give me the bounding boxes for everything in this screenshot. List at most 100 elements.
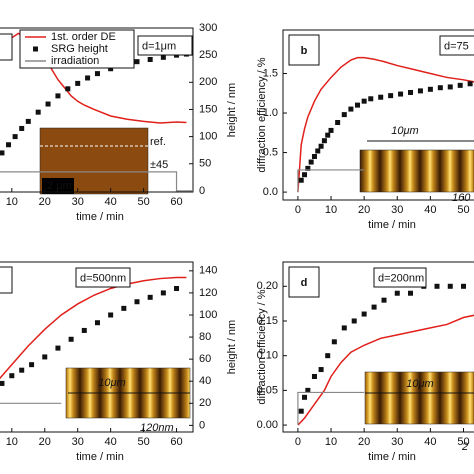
annotation: 10μm: [98, 377, 125, 389]
data-point: [331, 339, 337, 345]
y-tick-label: 0.10: [257, 350, 278, 362]
plot-frame: [0, 261, 194, 433]
data-point: [394, 290, 400, 296]
data-point: [298, 408, 304, 414]
data-point: [361, 98, 367, 104]
data-point: [461, 283, 467, 289]
data-point: [378, 94, 384, 100]
y-tick-label: 20: [199, 397, 211, 409]
panel: 10μm 160 0 10 20 30 40 50 time / min 0.0 0.5 1.0 1.5…: [256, 29, 474, 231]
legend-label: 1st. order DE: [51, 31, 116, 43]
y-tick-label: 100: [199, 131, 217, 143]
y-tick-label: 60: [199, 353, 211, 365]
panel: 2 μm ref. ±45 10 20 30 40 50 60 time / min 0 50 100 1…: [0, 22, 237, 223]
data-point: [147, 56, 153, 62]
data-point: [348, 106, 354, 112]
data-point: [318, 367, 324, 373]
data-point: [447, 283, 453, 289]
annotation: 120nm: [140, 422, 174, 434]
y-tick-label: 80: [199, 331, 211, 343]
x-tick-label: 50: [457, 436, 469, 448]
data-point: [388, 93, 394, 99]
data-point: [341, 325, 347, 331]
data-line: [297, 314, 474, 426]
x-axis-label: time / min: [368, 219, 416, 231]
x-axis-label: time / min: [76, 451, 124, 463]
data-point: [371, 304, 377, 310]
data-line: [297, 169, 365, 193]
data-line: [0, 171, 193, 192]
data-point: [325, 353, 331, 359]
data-point: [160, 290, 166, 296]
y-tick-label: 140: [199, 265, 217, 277]
sample-label: d=75: [444, 40, 469, 52]
y-axis-label: diffraction efficiency / %: [256, 57, 268, 172]
data-point: [325, 132, 331, 138]
y-tick-label: 150: [199, 103, 217, 115]
data-point: [134, 299, 140, 305]
y-tick-label: 0.0: [263, 186, 278, 198]
data-point: [29, 362, 35, 368]
data-point: [361, 311, 367, 317]
y-tick-label: 200: [199, 76, 217, 88]
annotation: 10μm: [391, 125, 418, 137]
annotation: 2 μm: [47, 180, 72, 192]
y-tick-label: 120: [199, 287, 217, 299]
data-point: [0, 150, 5, 156]
sample-label-box: [75, 267, 131, 288]
sample-label-box: [137, 35, 193, 56]
x-tick-label: 20: [39, 436, 51, 448]
panel-letter-box: [288, 34, 320, 66]
data-point: [341, 112, 347, 118]
y-tick-label: 1.5: [263, 67, 278, 79]
data-point: [437, 85, 443, 91]
x-tick-label: 40: [424, 436, 436, 448]
x-tick-label: 0: [295, 436, 301, 448]
annotation: ±45: [150, 159, 168, 171]
x-tick-label: 30: [72, 436, 84, 448]
data-point: [0, 380, 5, 386]
data-line: [0, 276, 187, 380]
x-tick-label: 20: [39, 196, 51, 208]
y-tick-label: 50: [199, 158, 211, 170]
x-tick-label: 50: [137, 436, 149, 448]
data-point: [94, 71, 100, 77]
x-axis-label: time / min: [368, 451, 416, 463]
data-point: [467, 81, 473, 87]
data-point: [311, 373, 317, 379]
data-point: [311, 154, 317, 160]
data-point: [45, 101, 51, 107]
data-point: [42, 354, 48, 360]
x-tick-label: 10: [325, 204, 337, 216]
inset-image: [364, 371, 474, 425]
legend-label: irradiation: [51, 55, 99, 67]
data-point: [121, 305, 127, 311]
sample-label-box: [373, 267, 427, 288]
data-point: [6, 142, 12, 148]
y-tick-label: 1.0: [263, 107, 278, 119]
plot-frame: [0, 27, 194, 193]
data-point: [308, 159, 314, 165]
plot-frame: [282, 29, 474, 201]
panel-letter-box: [0, 33, 13, 61]
data-point: [457, 82, 463, 88]
data-point: [55, 93, 61, 99]
annotation: 10μm: [406, 378, 433, 390]
data-point: [55, 345, 61, 351]
data-point: [381, 297, 387, 303]
plot-frame: [282, 261, 474, 433]
y-tick-label: 0.5: [263, 146, 278, 158]
data-point: [160, 54, 166, 60]
y-tick-label: 0: [199, 419, 205, 431]
data-point: [174, 285, 180, 291]
data-line: [297, 56, 474, 193]
inset-scale-bar-bg: [42, 178, 74, 194]
x-tick-label: 20: [358, 436, 370, 448]
data-point: [335, 120, 341, 126]
data-point: [35, 109, 41, 115]
data-point: [315, 148, 321, 154]
inset-image: [359, 149, 474, 193]
y-tick-label: 0.05: [257, 384, 278, 396]
